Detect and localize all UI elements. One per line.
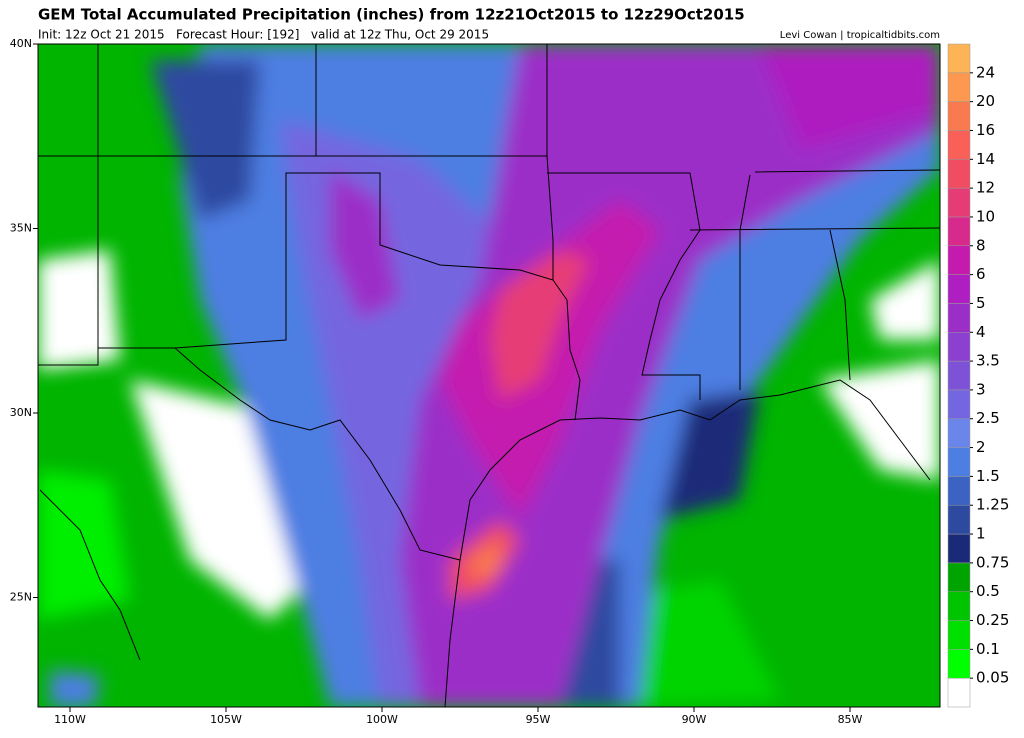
colorbar-label: 1.5: [976, 467, 1000, 485]
lat-label: 25N: [10, 591, 32, 604]
colorbar-bin: [947, 187, 971, 218]
colorbar-label: 14: [976, 150, 995, 168]
colorbar-label: 3.5: [976, 352, 1000, 370]
colorbar-label: 0.05: [976, 669, 1009, 687]
subtitle: Init: 12z Oct 21 2015 Forecast Hour: [19…: [38, 28, 489, 42]
precip-field: [38, 44, 940, 707]
colorbar-label: 6: [976, 265, 986, 283]
colorbar-bin: [947, 533, 971, 564]
lat-label: 40N: [10, 37, 32, 50]
colorbar-bin: [947, 389, 971, 419]
colorbar-bin: [947, 43, 971, 74]
colorbar-label: 16: [976, 121, 995, 139]
colorbar-label: 5: [976, 294, 986, 312]
colorbar-bin: [947, 504, 971, 535]
colorbar-bin: [947, 476, 971, 506]
colorbar-bin: [947, 418, 971, 448]
colorbar-bin: [947, 159, 971, 189]
colorbar-label: 3: [976, 380, 986, 398]
colorbar-bin: [947, 562, 971, 592]
colorbar-bin: [947, 620, 971, 650]
colorbar-bin: [947, 216, 971, 247]
lon-label: 100W: [366, 713, 398, 726]
colorbar-bin: [947, 274, 971, 304]
colorbar-label: 2.5: [976, 409, 1000, 427]
colorbar-label: 1.25: [976, 496, 1009, 514]
colorbar-bin: [947, 649, 971, 679]
colorbar-label: 24: [976, 63, 995, 81]
title: GEM Total Accumulated Precipitation (inc…: [38, 6, 745, 24]
lon-label: 85W: [838, 713, 863, 726]
colorbar-bin: [947, 447, 971, 477]
colorbar-bin: [947, 591, 971, 621]
colorbar-label: 10: [976, 207, 995, 225]
lon-label: 90W: [682, 713, 707, 726]
colorbar-bin: [947, 101, 971, 131]
lat-label: 35N: [10, 222, 32, 235]
colorbar-bin: [947, 332, 971, 362]
colorbar-label: 4: [976, 323, 986, 341]
colorbar-bin: [947, 72, 971, 102]
lon-label: 105W: [210, 713, 242, 726]
colorbar-bin: [947, 360, 971, 391]
colorbar-label: 8: [976, 236, 986, 254]
colorbar-label: 20: [976, 92, 995, 110]
colorbar-label: 0.75: [976, 553, 1009, 571]
colorbar-bin: [947, 245, 971, 275]
colorbar-label: 0.25: [976, 611, 1009, 629]
colorbar-bin: [947, 130, 971, 160]
lon-label: 110W: [54, 713, 86, 726]
colorbar-bin: [947, 303, 971, 333]
lat-label: 30N: [10, 406, 32, 419]
borders: [38, 44, 940, 707]
lon-label: 95W: [526, 713, 551, 726]
map-frame: [37, 43, 941, 708]
colorbar-bin: [947, 677, 971, 708]
colorbar-label: 2: [976, 438, 986, 456]
credit: Levi Cowan | tropicaltidbits.com: [780, 30, 940, 41]
colorbar-label: 1: [976, 525, 986, 543]
colorbar-label: 12: [976, 179, 995, 197]
colorbar-label: 0.1: [976, 640, 1000, 658]
colorbar-label: 0.5: [976, 582, 1000, 600]
